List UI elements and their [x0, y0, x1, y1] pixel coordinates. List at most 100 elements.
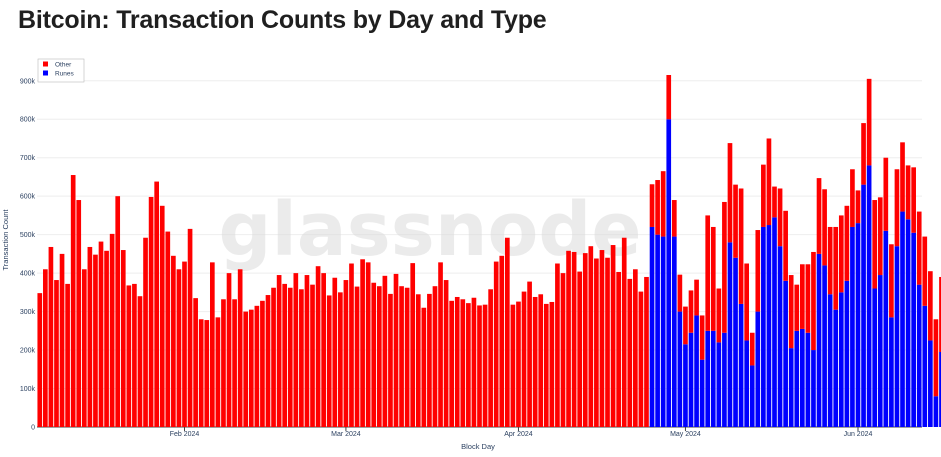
- bar-other: [466, 303, 471, 427]
- bar-other: [427, 293, 432, 427]
- bar-runes: [827, 294, 833, 427]
- legend-label[interactable]: Other: [55, 61, 72, 68]
- bar-other: [443, 280, 449, 427]
- bar-other: [287, 287, 293, 427]
- bar-other: [788, 275, 794, 349]
- legend-swatch[interactable]: [43, 70, 48, 76]
- bar-other: [232, 299, 237, 427]
- bar-runes: [822, 265, 827, 427]
- bar-runes: [761, 226, 766, 427]
- bar-other: [527, 281, 532, 427]
- bar-other: [738, 188, 744, 304]
- legend-label[interactable]: Runes: [55, 70, 75, 77]
- bar-other: [499, 255, 505, 427]
- bar-runes: [883, 230, 889, 427]
- bar-other: [410, 263, 416, 427]
- bar-other: [504, 237, 510, 427]
- bar-runes: [733, 257, 738, 427]
- bar-other: [644, 276, 649, 427]
- bar-other: [633, 269, 638, 427]
- bar-runes: [816, 253, 822, 427]
- bar-other: [883, 157, 889, 231]
- bar-runes: [655, 234, 660, 427]
- bar-other: [605, 257, 610, 427]
- bar-other: [399, 286, 404, 427]
- bar-runes: [710, 330, 716, 427]
- bar-other: [182, 261, 187, 427]
- bar-other: [710, 226, 716, 331]
- bar-runes: [850, 226, 855, 427]
- bar-runes: [799, 328, 805, 427]
- bar-other: [193, 298, 198, 427]
- bar-other: [861, 123, 866, 185]
- bar-other: [299, 289, 304, 427]
- bar-other: [382, 275, 388, 427]
- bar-other: [677, 274, 683, 312]
- legend-swatch[interactable]: [43, 61, 48, 67]
- bar-other: [621, 237, 627, 427]
- bar-other: [610, 245, 616, 427]
- bar-other: [477, 305, 482, 427]
- legend-box: [37, 58, 85, 83]
- bar-other: [315, 266, 321, 427]
- bar-other: [204, 320, 210, 427]
- bar-runes: [783, 280, 788, 427]
- bar-runes: [683, 344, 688, 427]
- bar-runes: [844, 280, 850, 427]
- bar-other: [471, 297, 477, 427]
- bar-other: [510, 304, 516, 427]
- bar-runes: [727, 242, 733, 427]
- bar-other: [493, 261, 499, 427]
- bar-other: [81, 269, 87, 427]
- bar-other: [694, 279, 699, 316]
- bar-other: [271, 287, 276, 427]
- bar-runes: [872, 288, 878, 427]
- bar-other: [137, 296, 143, 427]
- bar-other: [109, 233, 115, 427]
- bar-other: [850, 169, 855, 227]
- bar-runes: [877, 275, 883, 427]
- bar-other: [143, 237, 148, 427]
- bar-runes: [744, 340, 750, 427]
- y-tick-label: 400k: [20, 271, 36, 278]
- bar-other: [877, 197, 883, 276]
- bar-other: [338, 292, 343, 427]
- bar-other: [549, 301, 555, 427]
- bar-other: [87, 246, 93, 427]
- bar-other: [221, 299, 226, 427]
- bar-runes: [649, 226, 655, 427]
- bar-other: [482, 304, 488, 427]
- bar-other: [54, 280, 59, 427]
- bar-other: [916, 211, 922, 285]
- bar-other: [148, 196, 154, 427]
- bar-other: [532, 296, 538, 427]
- bar-other: [187, 228, 193, 427]
- bar-other: [671, 200, 677, 237]
- bar-runes: [838, 292, 844, 427]
- bar-other: [716, 288, 722, 343]
- bar-other: [660, 171, 666, 237]
- bar-other: [816, 178, 822, 254]
- bar-other: [365, 262, 371, 427]
- y-tick-label: 600k: [20, 194, 36, 201]
- bar-runes: [794, 330, 800, 427]
- bar-other: [388, 293, 393, 427]
- bar-runes: [666, 119, 672, 427]
- bar-other: [393, 273, 399, 427]
- bar-runes: [671, 236, 677, 427]
- bar-other: [93, 254, 98, 427]
- watermark: glassnode: [218, 187, 641, 273]
- legend[interactable]: Other Runes: [37, 58, 85, 83]
- bar-other: [304, 275, 310, 427]
- bar-other: [783, 210, 788, 281]
- y-tick-label: 800k: [20, 117, 36, 124]
- bar-other: [855, 190, 861, 224]
- x-axis-ticks: Feb 2024 Mar 2024 Apr 2024 May 2024 Jun 2024: [170, 427, 872, 438]
- bar-other: [772, 186, 777, 218]
- bar-runes: [894, 246, 900, 427]
- bar-other: [248, 309, 254, 427]
- bar-other: [404, 287, 410, 427]
- bar-other: [521, 291, 527, 427]
- y-tick-label: 100k: [20, 386, 36, 393]
- bar-runes: [911, 232, 916, 427]
